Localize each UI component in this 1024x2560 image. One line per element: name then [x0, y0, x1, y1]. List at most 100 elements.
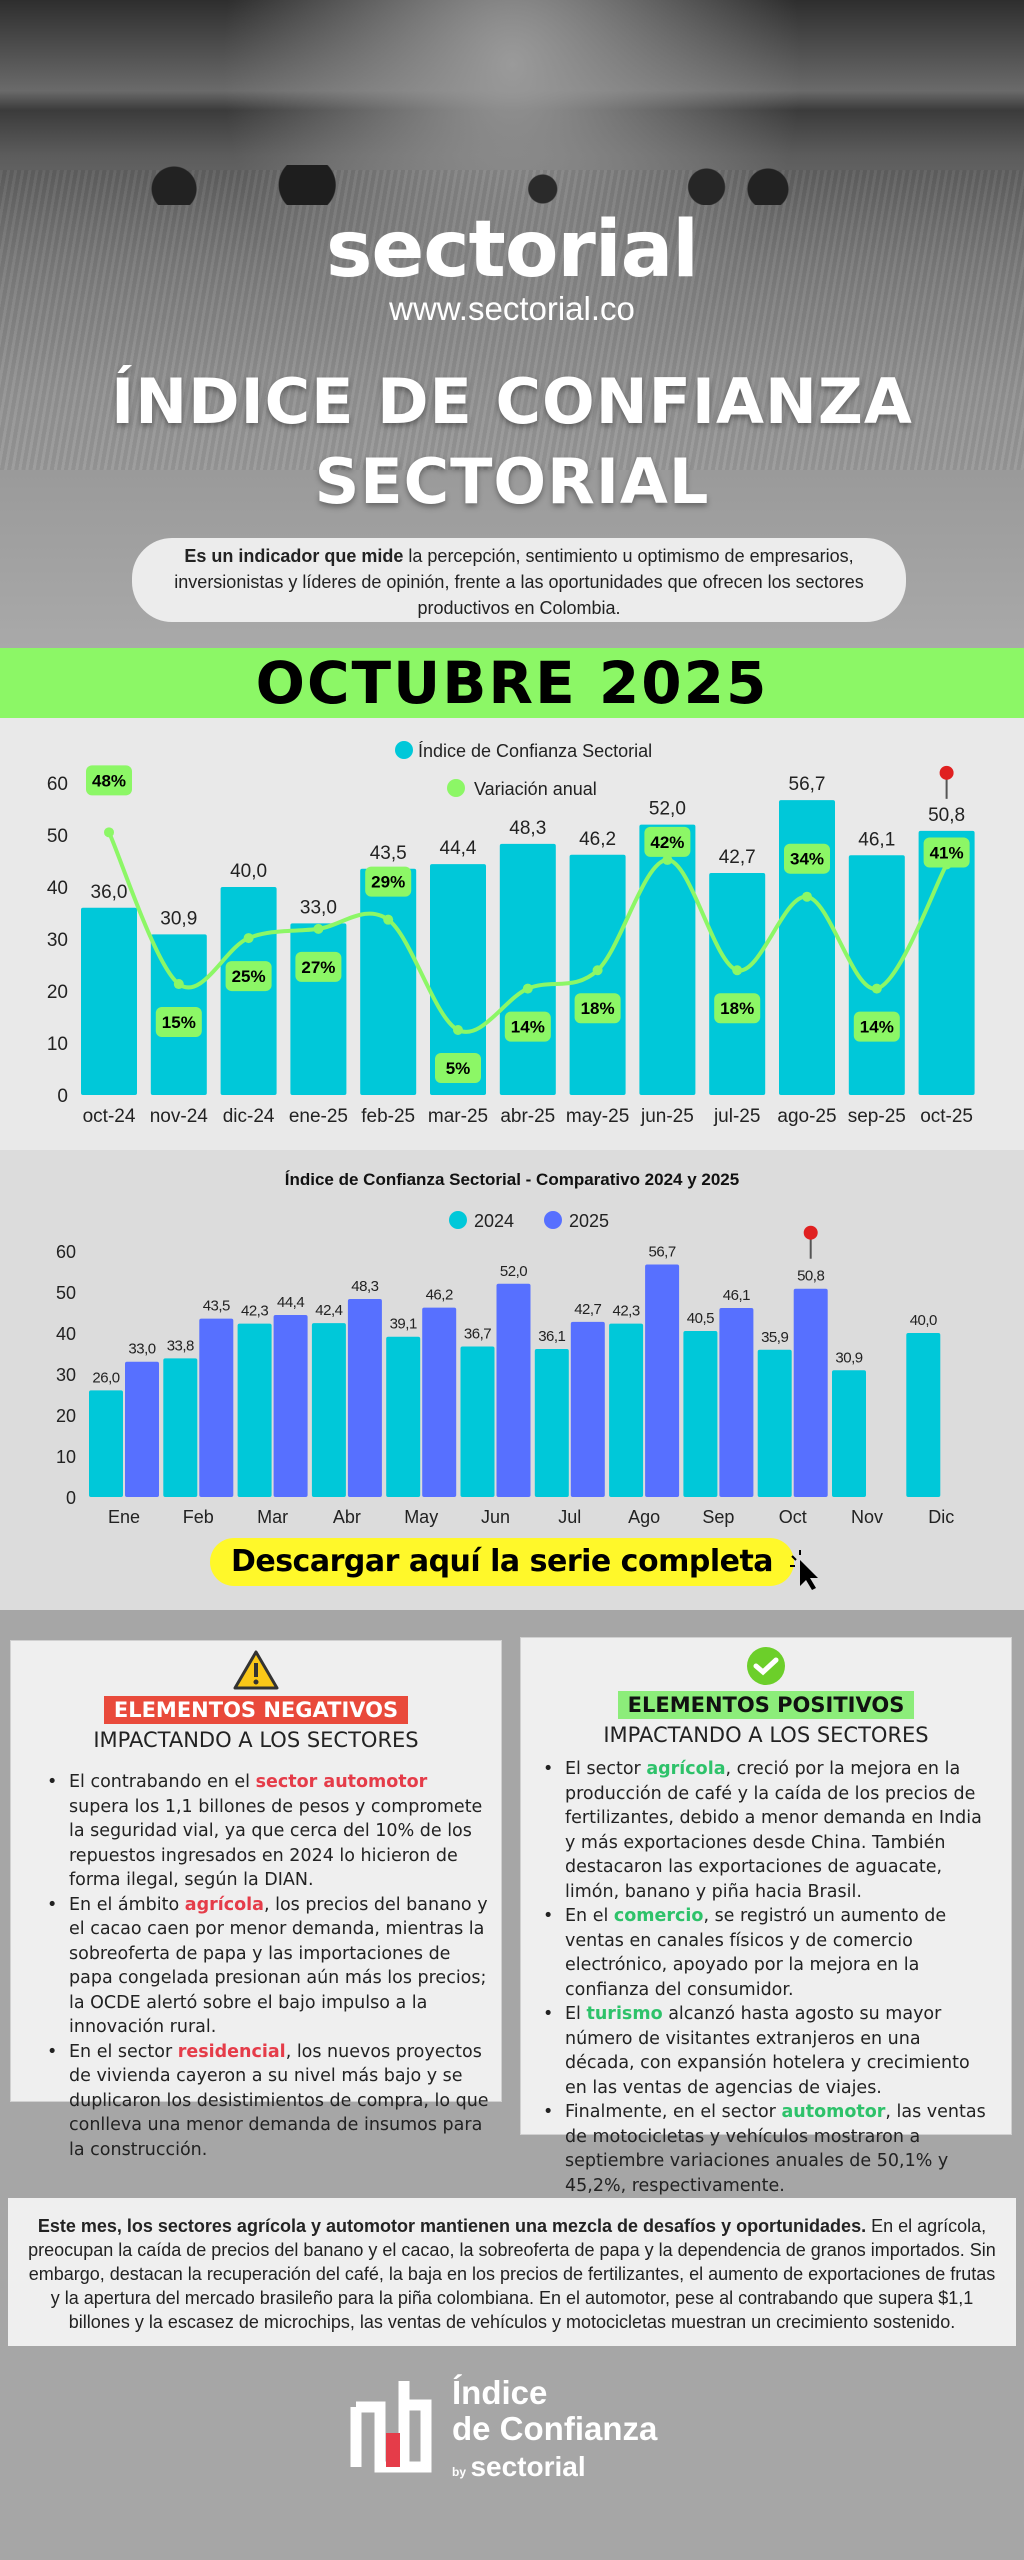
x-tick-label: mar-25	[428, 1106, 488, 1127]
y-tick-label: 50	[56, 1283, 76, 1303]
variation-point	[313, 923, 324, 934]
bar-2024	[89, 1390, 123, 1497]
positive-elements-card: ELEMENTOS POSITIVOS IMPACTANDO A LOS SEC…	[520, 1637, 1012, 2196]
y-tick-label: 60	[47, 774, 68, 795]
bar-value-label: 42,3	[612, 1303, 639, 1320]
bar-value-label: 56,7	[648, 1244, 675, 1261]
chart-title: Índice de Confianza Sectorial - Comparat…	[285, 1170, 739, 1189]
variation-point	[592, 965, 603, 976]
x-tick-label: Jul	[558, 1507, 581, 1527]
download-series-button[interactable]: Descargar aquí la serie completa	[210, 1538, 818, 1590]
warning-icon	[233, 1650, 279, 1690]
period-title: OCTUBRE 2025	[255, 649, 769, 717]
bar-value-label: 50,8	[928, 805, 965, 826]
location-pin-icon	[939, 765, 954, 780]
bar-2024	[906, 1333, 941, 1497]
variation-label-box	[225, 961, 272, 992]
bar-value-label: 52,0	[500, 1263, 527, 1280]
y-tick-label: 30	[56, 1365, 76, 1385]
website-url[interactable]: www.sectorial.co	[389, 290, 635, 327]
variation-point	[732, 965, 743, 976]
variation-label-box	[853, 1011, 900, 1042]
positive-subheading: IMPACTANDO A LOS SECTORES	[603, 1723, 929, 1747]
variation-point	[871, 983, 882, 994]
bar-value-label: 44,4	[277, 1294, 304, 1311]
variation-label: 48%	[92, 771, 126, 790]
variation-label-box	[504, 1011, 551, 1042]
bar-2024	[534, 1348, 569, 1497]
x-tick-label: dic-24	[223, 1106, 275, 1127]
y-tick-label: 40	[47, 878, 68, 899]
legend-marker-variation	[447, 779, 465, 797]
bar-value-label: 43,5	[203, 1298, 230, 1315]
x-tick-label: jul-25	[713, 1106, 760, 1127]
bar-value-label: 46,1	[723, 1287, 750, 1304]
y-tick-label: 10	[47, 1034, 68, 1055]
bar-2025	[125, 1361, 159, 1497]
bar-2025	[570, 1321, 605, 1497]
bar-2025	[273, 1314, 308, 1497]
list-item: En el sector residencial, los nuevos pro…	[41, 2040, 491, 2163]
bar-value-label: 40,5	[687, 1310, 714, 1327]
variation-label-box	[574, 993, 621, 1024]
variation-point	[104, 827, 114, 838]
legend-marker-2025	[544, 1211, 562, 1229]
legend-marker-2024	[449, 1211, 467, 1229]
list-item: En el comercio, se registró un aumento d…	[537, 1904, 991, 2002]
bar-2024	[757, 1349, 792, 1497]
variation-label: 27%	[301, 958, 335, 977]
trees-photo	[0, 165, 1024, 205]
x-tick-label: Mar	[257, 1507, 288, 1527]
bar-value-label: 40,0	[910, 1312, 937, 1329]
bar-value-label: 36,7	[464, 1326, 491, 1343]
description-bold: Es un indicador que mide	[184, 546, 404, 566]
description: Es un indicador que mide la percepción, …	[132, 538, 906, 622]
list-item: El turismo alcanzó hasta agosto su mayor…	[537, 2002, 991, 2100]
bar-2025	[496, 1283, 531, 1497]
bar-value-label: 30,9	[160, 908, 197, 929]
y-tick-label: 10	[56, 1447, 76, 1467]
x-tick-label: oct-24	[83, 1106, 136, 1127]
bar-value-label: 35,9	[761, 1329, 788, 1346]
monthly-summary: Este mes, los sectores agrícola y automo…	[8, 2198, 1016, 2346]
checkmark-icon	[747, 1647, 785, 1685]
bar	[779, 800, 835, 1095]
y-tick-label: 0	[66, 1488, 76, 1508]
x-tick-label: ago-25	[777, 1106, 836, 1127]
summary-bold: Este mes, los sectores agrícola y automo…	[37, 2216, 867, 2236]
variation-label-box	[295, 951, 342, 982]
bar-value-label: 39,1	[390, 1316, 417, 1333]
chart-monthly-index: 0 10 20 30 40 50 60 Índice de Confianza Sectori…	[0, 718, 1024, 1150]
variation-point	[662, 854, 673, 865]
variation-label-box	[435, 1053, 481, 1083]
variation-point	[522, 983, 533, 994]
y-tick-label: 30	[47, 930, 68, 951]
positive-list: El sector agrícola, creció por la mejora…	[537, 1757, 991, 2198]
x-tick-label: Nov	[851, 1507, 883, 1527]
period-banner: OCTUBRE 2025	[0, 648, 1024, 718]
variation-label: 25%	[232, 967, 266, 986]
x-tick-label: ene-25	[289, 1106, 348, 1127]
x-tick-label: jun-25	[640, 1106, 694, 1127]
y-tick-label: 20	[47, 982, 68, 1003]
bar-value-label: 42,4	[315, 1302, 342, 1319]
bar	[290, 923, 347, 1095]
variation-point	[802, 891, 812, 902]
bar	[709, 872, 766, 1095]
bar-2024	[237, 1323, 272, 1497]
variation-point	[453, 1025, 463, 1035]
index-logo-icon	[350, 2381, 432, 2473]
x-tick-label: Ene	[108, 1507, 140, 1527]
negative-subheading: IMPACTANDO A LOS SECTORES	[93, 1728, 419, 1752]
bar-2024	[386, 1336, 421, 1497]
x-tick-label: Abr	[333, 1507, 361, 1527]
variation-label: 29%	[371, 873, 405, 892]
footer-logo: Índice de Confianza by sectorial	[350, 2375, 680, 2485]
list-item: El contrabando en el sector automotor su…	[41, 1770, 491, 1893]
x-tick-label: nov-24	[150, 1106, 209, 1127]
bar-value-label: 40,0	[230, 861, 267, 882]
bar-2025	[719, 1307, 754, 1497]
sectorial-logo: sectorial	[325, 205, 699, 295]
bar-value-label: 44,4	[440, 838, 477, 859]
bar-value-label: 33,0	[128, 1341, 155, 1358]
